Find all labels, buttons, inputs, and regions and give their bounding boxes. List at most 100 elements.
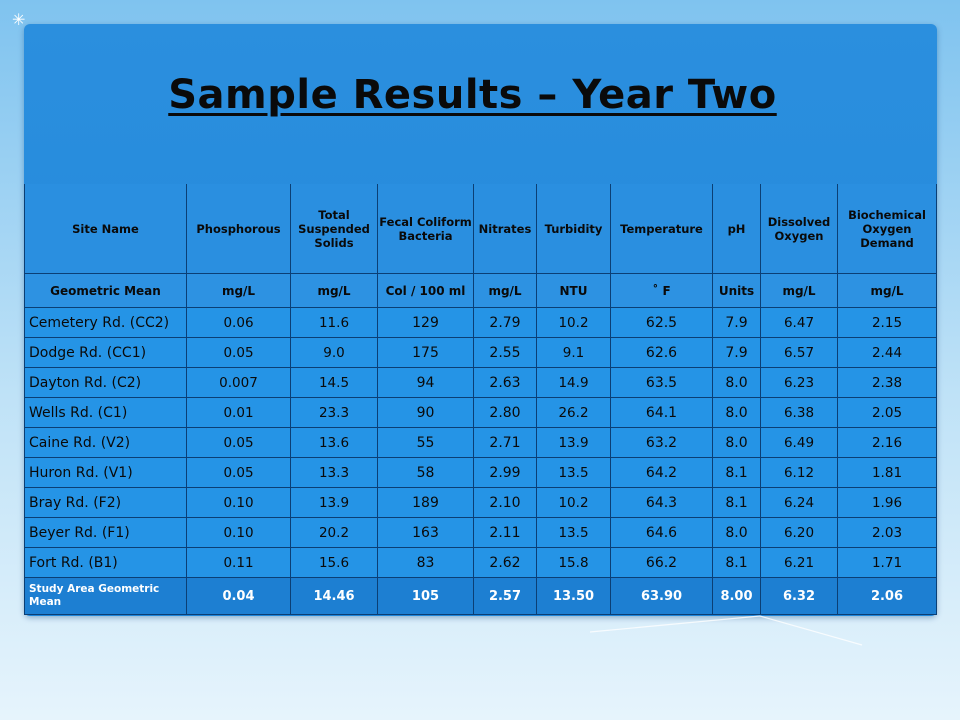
header-cell: Total Suspended Solids xyxy=(290,184,378,274)
summary-value-cell: 14.46 xyxy=(290,577,378,615)
value-cell: 0.06 xyxy=(186,307,291,338)
site-name-cell: Wells Rd. (C1) xyxy=(24,397,187,428)
value-cell: 13.9 xyxy=(536,427,611,458)
value-cell: 2.05 xyxy=(837,397,937,428)
summary-value-cell: 105 xyxy=(377,577,474,615)
units-cell: mg/L xyxy=(186,273,291,308)
summary-value-cell: 13.50 xyxy=(536,577,611,615)
value-cell: 13.3 xyxy=(290,457,378,488)
units-cell: mg/L xyxy=(760,273,838,308)
value-cell: 6.57 xyxy=(760,337,838,368)
value-cell: 55 xyxy=(377,427,474,458)
value-cell: 13.5 xyxy=(536,517,611,548)
value-cell: 26.2 xyxy=(536,397,611,428)
units-cell: mg/L xyxy=(837,273,937,308)
value-cell: 8.0 xyxy=(712,397,761,428)
summary-value-cell: 63.90 xyxy=(610,577,713,615)
value-cell: 10.2 xyxy=(536,307,611,338)
value-cell: 90 xyxy=(377,397,474,428)
value-cell: 15.8 xyxy=(536,547,611,578)
summary-value-cell: 2.06 xyxy=(837,577,937,615)
value-cell: 129 xyxy=(377,307,474,338)
value-cell: 9.1 xyxy=(536,337,611,368)
summary-value-cell: 8.00 xyxy=(712,577,761,615)
units-cell: Col / 100 ml xyxy=(377,273,474,308)
value-cell: 9.0 xyxy=(290,337,378,368)
value-cell: 14.5 xyxy=(290,367,378,398)
value-cell: 64.3 xyxy=(610,487,713,518)
value-cell: 2.62 xyxy=(473,547,537,578)
value-cell: 2.44 xyxy=(837,337,937,368)
value-cell: 63.5 xyxy=(610,367,713,398)
value-cell: 62.5 xyxy=(610,307,713,338)
value-cell: 0.10 xyxy=(186,487,291,518)
site-name-cell: Dayton Rd. (C2) xyxy=(24,367,187,398)
value-cell: 23.3 xyxy=(290,397,378,428)
value-cell: 8.1 xyxy=(712,547,761,578)
value-cell: 83 xyxy=(377,547,474,578)
value-cell: 2.80 xyxy=(473,397,537,428)
value-cell: 1.81 xyxy=(837,457,937,488)
header-cell: Dissolved Oxygen xyxy=(760,184,838,274)
value-cell: 63.2 xyxy=(610,427,713,458)
results-table: Site Name Phosphorous Total Suspended So… xyxy=(24,184,937,615)
summary-value-cell: 6.32 xyxy=(760,577,838,615)
value-cell: 2.10 xyxy=(473,487,537,518)
value-cell: 175 xyxy=(377,337,474,368)
value-cell: 0.10 xyxy=(186,517,291,548)
value-cell: 0.05 xyxy=(186,337,291,368)
value-cell: 6.23 xyxy=(760,367,838,398)
units-cell: ˚ F xyxy=(610,273,713,308)
site-name-cell: Cemetery Rd. (CC2) xyxy=(24,307,187,338)
table-row: Wells Rd. (C1) 0.01 23.3 90 2.80 26.2 64.1 8.0 6… xyxy=(24,397,937,428)
table-row: Bray Rd. (F2) 0.10 13.9 189 2.10 10.2 64.3 8.1 6… xyxy=(24,487,937,518)
header-cell: Biochemical Oxygen Demand xyxy=(837,184,937,274)
value-cell: 13.5 xyxy=(536,457,611,488)
value-cell: 20.2 xyxy=(290,517,378,548)
value-cell: 64.2 xyxy=(610,457,713,488)
value-cell: 2.15 xyxy=(837,307,937,338)
table-row: Dodge Rd. (CC1) 0.05 9.0 175 2.55 9.1 62.6 7.9 6… xyxy=(24,337,937,368)
site-name-cell: Caine Rd. (V2) xyxy=(24,427,187,458)
header-cell: Fecal Coliform Bacteria xyxy=(377,184,474,274)
value-cell: 0.01 xyxy=(186,397,291,428)
value-cell: 13.6 xyxy=(290,427,378,458)
table-row: Dayton Rd. (C2) 0.007 14.5 94 2.63 14.9 63.5 8.… xyxy=(24,367,937,398)
summary-value-cell: 2.57 xyxy=(473,577,537,615)
slide-title: Sample Results – Year Two xyxy=(168,72,777,118)
value-cell: 1.71 xyxy=(837,547,937,578)
value-cell: 6.24 xyxy=(760,487,838,518)
value-cell: 11.6 xyxy=(290,307,378,338)
units-cell: mg/L xyxy=(473,273,537,308)
value-cell: 58 xyxy=(377,457,474,488)
table-row: Huron Rd. (V1) 0.05 13.3 58 2.99 13.5 64.2 8.1 6… xyxy=(24,457,937,488)
header-cell: Temperature xyxy=(610,184,713,274)
summary-row: Study Area Geometric Mean 0.04 14.46 105 2.5… xyxy=(24,577,937,615)
site-name-cell: Dodge Rd. (CC1) xyxy=(24,337,187,368)
units-cell: mg/L xyxy=(290,273,378,308)
value-cell: 6.38 xyxy=(760,397,838,428)
value-cell: 8.0 xyxy=(712,367,761,398)
value-cell: 10.2 xyxy=(536,487,611,518)
value-cell: 2.99 xyxy=(473,457,537,488)
summary-label-cell: Study Area Geometric Mean xyxy=(24,577,187,615)
value-cell: 2.38 xyxy=(837,367,937,398)
value-cell: 2.03 xyxy=(837,517,937,548)
value-cell: 8.1 xyxy=(712,487,761,518)
value-cell: 0.05 xyxy=(186,457,291,488)
site-name-cell: Fort Rd. (B1) xyxy=(24,547,187,578)
value-cell: 64.6 xyxy=(610,517,713,548)
table-row: Fort Rd. (B1) 0.11 15.6 83 2.62 15.8 66.2 8.1 6.… xyxy=(24,547,937,578)
value-cell: 6.12 xyxy=(760,457,838,488)
table-row: Cemetery Rd. (CC2) 0.06 11.6 129 2.79 10.2 62.… xyxy=(24,307,937,338)
value-cell: 66.2 xyxy=(610,547,713,578)
header-cell: Phosphorous xyxy=(186,184,291,274)
units-cell: NTU xyxy=(536,273,611,308)
header-row: Site Name Phosphorous Total Suspended So… xyxy=(24,184,937,274)
value-cell: 163 xyxy=(377,517,474,548)
value-cell: 6.20 xyxy=(760,517,838,548)
value-cell: 13.9 xyxy=(290,487,378,518)
value-cell: 2.71 xyxy=(473,427,537,458)
table-row: Beyer Rd. (F1) 0.10 20.2 163 2.11 13.5 64.6 8.0… xyxy=(24,517,937,548)
